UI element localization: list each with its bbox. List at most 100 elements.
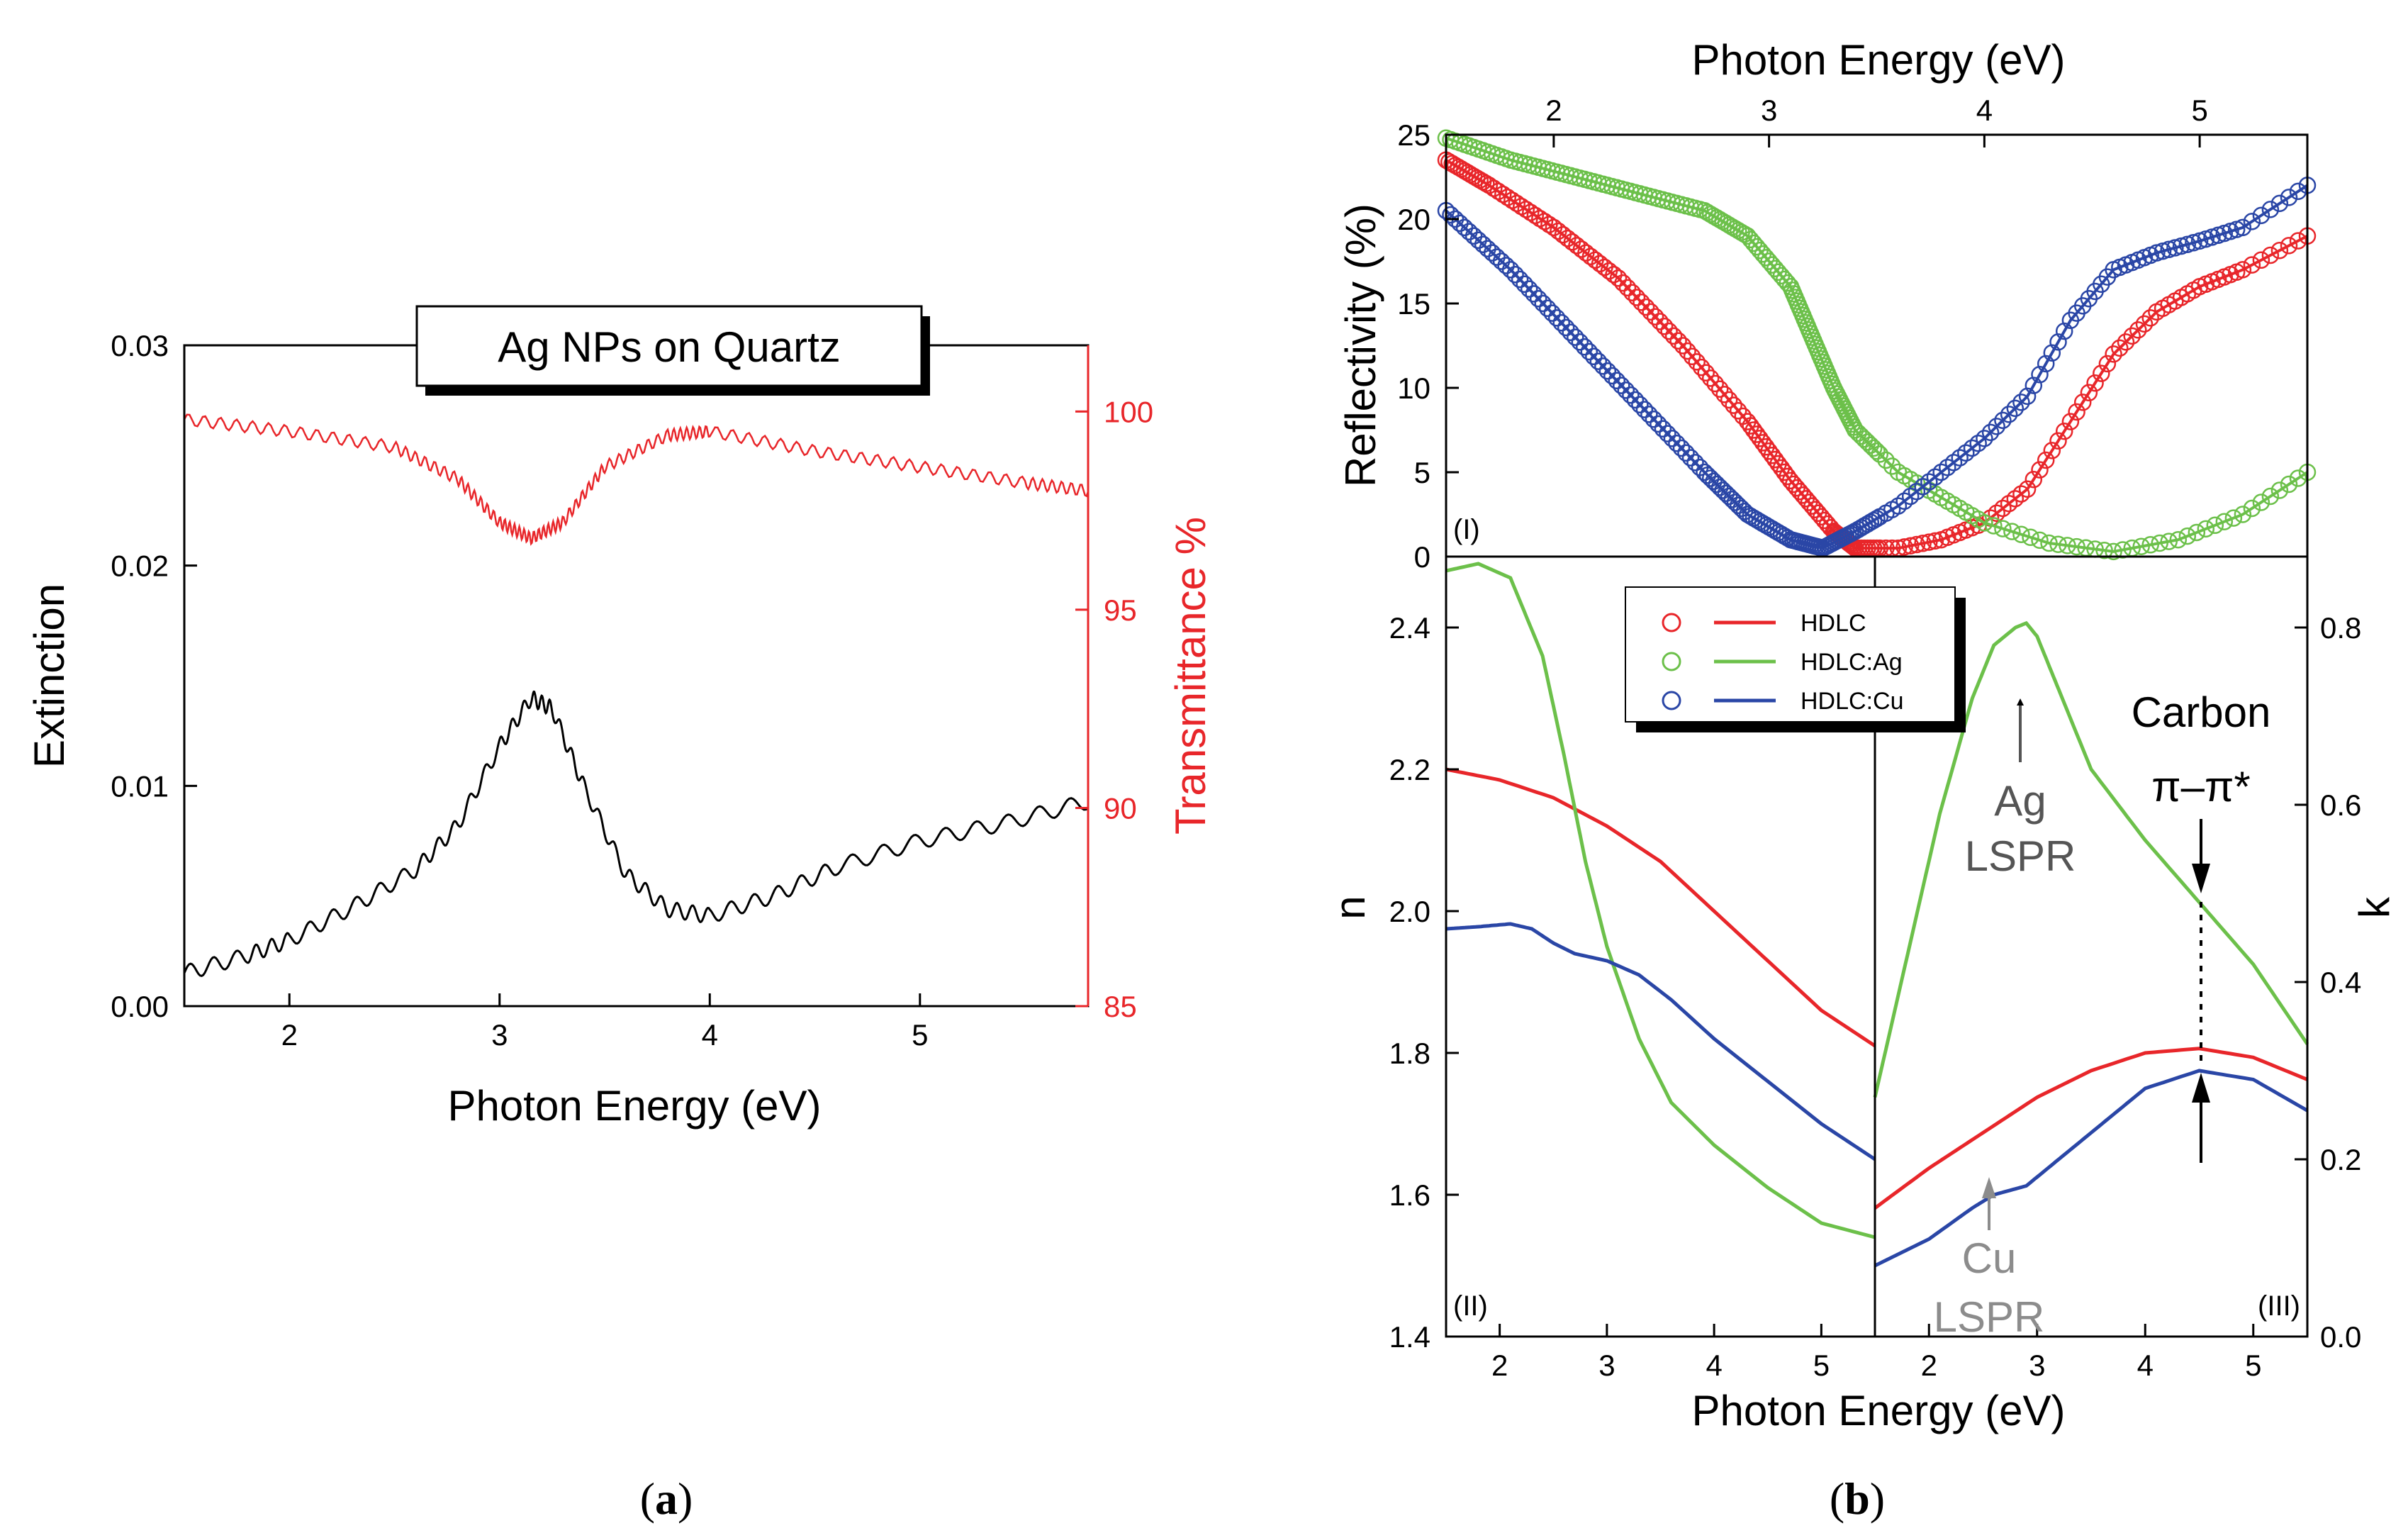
chart-b-iii-y2-ticks: 0.0 0.2 0.4 0.6 0.8 xyxy=(2295,611,2361,1354)
chart-b-i-point xyxy=(1637,298,1655,316)
chart-b-i-x-tick-label: 4 xyxy=(1976,94,1993,127)
chart-b-i-point xyxy=(1981,423,2000,442)
chart-a-caption: (a) xyxy=(640,1473,693,1524)
chart-b-ii-y-tick-label: 2.0 xyxy=(1389,895,1430,928)
chart-b-i-point xyxy=(1725,396,1742,414)
ag-lspr-label-1: Ag xyxy=(1994,777,2046,825)
chart-b-i-point xyxy=(1683,347,1701,366)
chart-b-i-point xyxy=(1708,475,1726,493)
chart-b-i-point xyxy=(1571,333,1589,351)
chart-b-i-point xyxy=(2123,327,2141,345)
chart-b-i-point xyxy=(2141,536,2159,554)
chart-b-i-point xyxy=(2188,523,2206,542)
chart-b-iii-series-hdlc xyxy=(1874,1047,2308,1210)
chart-b-i-point xyxy=(1485,179,1503,197)
chart-b-i-point xyxy=(1506,265,1524,284)
chart-b-i-point xyxy=(1576,338,1594,356)
chart-b-i-point xyxy=(1868,510,1886,528)
cu-lspr-label-1: Cu xyxy=(1962,1234,2017,1282)
chart-b-i-point xyxy=(1567,328,1584,346)
chart-b-i-point xyxy=(1646,308,1664,325)
chart-b-i-point xyxy=(1939,458,1956,476)
legend-marker-hdlc xyxy=(1662,613,1681,632)
chart-b-i-point xyxy=(2206,516,2224,535)
chart-b-i-point xyxy=(2003,523,2021,540)
chart-b-i-point xyxy=(2289,182,2307,201)
chart-b-i-top-x-ticks: 2 3 4 5 xyxy=(1545,94,2208,147)
chart-b-ii-x-tick-label: 3 xyxy=(1598,1349,1615,1382)
chart-b-i-y-label: Reflectivity (%) xyxy=(1337,203,1384,487)
chart-b-ii-y-ticks: 1.4 1.6 1.8 2.0 2.2 2.4 xyxy=(1389,611,1459,1354)
chart-a: 2 3 4 5 0.00 0.01 0.02 0.03 85 90 95 100 Ag NPs o… xyxy=(26,305,1214,1524)
chart-b-i-point xyxy=(2280,237,2298,255)
chart-b-i-point xyxy=(2178,527,2197,545)
chart-b-i-plot-area xyxy=(1437,129,2317,561)
chart-b-i-point xyxy=(1520,280,1538,298)
chart-b-i-point xyxy=(1531,209,1549,228)
chart-b-i-point xyxy=(1598,362,1617,380)
chart-b-i-point xyxy=(2080,384,2098,402)
chart-b-i-point xyxy=(2270,194,2289,213)
chart-b-ii-y-label: n xyxy=(1326,896,1374,919)
chart-b-iii-x-tick-label: 4 xyxy=(2137,1349,2154,1382)
chart-b-i-point xyxy=(1540,216,1558,233)
chart-b-i-point xyxy=(2261,487,2280,506)
chart-b-i-point xyxy=(2073,394,2092,411)
chart-b-i-point xyxy=(2252,493,2270,511)
chart-b-caption-close: ) xyxy=(1870,1473,1885,1524)
legend-items: HDLC HDLC:Ag HDLC:Cu xyxy=(1662,610,1903,715)
chart-b-iii-y2-label: k xyxy=(2351,896,2398,918)
chart-a-y2-tick-label: 85 xyxy=(1104,990,1137,1023)
chart-b-i-point xyxy=(1674,337,1692,355)
chart-b-i-point xyxy=(2261,246,2280,264)
chart-b-i-point xyxy=(1655,318,1674,335)
chart-b-i-y-tick-label: 20 xyxy=(1397,203,1430,236)
chart-b-i-point xyxy=(1697,364,1715,382)
chart-b-i-point xyxy=(1497,257,1515,274)
chart-b-i-point xyxy=(1679,342,1696,360)
chart-b-i-point xyxy=(2031,461,2049,479)
chart-b-i-point xyxy=(2031,531,2049,550)
chart-b-i-point xyxy=(2068,537,2085,556)
chart-b-i-point xyxy=(1603,367,1621,385)
chart-b-i-point xyxy=(1511,270,1529,289)
chart-b-caption-letter: b xyxy=(1844,1473,1870,1524)
chart-b-ii-y-tick-label: 1.6 xyxy=(1389,1178,1430,1212)
chart-b-i-point xyxy=(1525,285,1542,303)
chart-b-i-point xyxy=(1613,377,1630,394)
chart-b-i-point xyxy=(2098,355,2117,373)
chart-b-i-point xyxy=(2234,506,2252,523)
chart-b-i-point xyxy=(1645,410,1663,428)
chart-b-ii-y-tick-label: 2.2 xyxy=(1389,753,1430,786)
chart-b-i-point xyxy=(2040,534,2058,552)
chart-b-i-point xyxy=(1944,454,1963,472)
chart-b-i-point xyxy=(1654,420,1672,438)
chart-a-x-ticks: 2 3 4 5 xyxy=(281,993,928,1052)
chart-b-i-y-tick-label: 25 xyxy=(1397,118,1430,152)
legend-label: HDLC xyxy=(1801,610,1866,637)
chart-a-caption-open: ( xyxy=(640,1473,655,1524)
chart-b-i-point xyxy=(1614,274,1632,292)
chart-b-iii-frame xyxy=(1874,555,2309,1338)
chart-b-i-point xyxy=(2037,451,2055,469)
chart-b-i-point xyxy=(1501,261,1520,279)
chart-b-i-point xyxy=(2141,309,2159,327)
chart-a-plot-area xyxy=(183,413,1090,978)
chart-b-i-point xyxy=(2270,481,2289,499)
chart-b-i-point xyxy=(2049,535,2067,553)
chart-b-i-y-tick-label: 15 xyxy=(1397,287,1430,320)
chart-b-i-point xyxy=(2059,537,2076,554)
chart-b-iii-panel-label: (III) xyxy=(2258,1290,2300,1322)
chart-a-x-tick-label: 3 xyxy=(491,1018,508,1052)
chart-b-i-point xyxy=(1609,269,1628,287)
chart-b-i-point xyxy=(1552,313,1570,332)
chart-a-title-box xyxy=(415,305,923,387)
chart-a-y-tick-label: 0.02 xyxy=(111,550,169,583)
chart-b-i-point xyxy=(1499,189,1517,206)
chart-b-iii-plot-area xyxy=(1873,620,2309,1268)
chart-a-frame xyxy=(183,344,1090,1008)
legend-label: HDLC:Ag xyxy=(1801,649,1903,676)
chart-b-i-point xyxy=(1715,386,1733,403)
chart-b-i-point xyxy=(2117,333,2135,351)
chart-b-i-point xyxy=(1672,439,1691,457)
